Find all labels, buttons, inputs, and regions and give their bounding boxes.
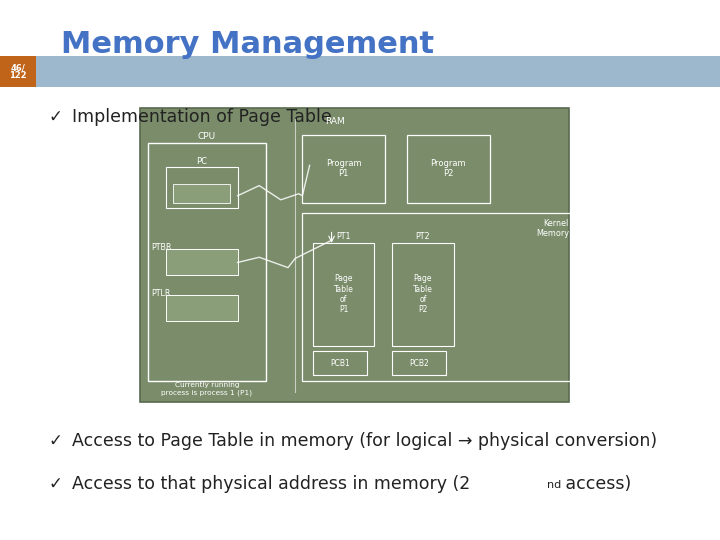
- Text: Program
P2: Program P2: [431, 159, 466, 178]
- Text: PT1: PT1: [336, 232, 351, 241]
- Text: Access to that physical address in memory (2: Access to that physical address in memor…: [72, 475, 470, 493]
- Text: CPU: CPU: [198, 132, 216, 141]
- FancyBboxPatch shape: [0, 56, 720, 87]
- Text: PC: PC: [196, 158, 207, 166]
- Text: PT2: PT2: [415, 232, 431, 241]
- Text: Kernel
Memory: Kernel Memory: [536, 219, 569, 238]
- Text: PCB1: PCB1: [330, 359, 350, 368]
- Text: access): access): [560, 475, 631, 493]
- Text: PTLR: PTLR: [151, 289, 171, 298]
- Text: PCB2: PCB2: [410, 359, 429, 368]
- Text: Currently running
process is process 1 (P1): Currently running process is process 1 (…: [161, 382, 253, 396]
- Text: PTBR: PTBR: [151, 243, 171, 252]
- Text: ✓: ✓: [49, 108, 63, 126]
- Text: 46/
122: 46/ 122: [9, 63, 27, 80]
- Text: ✓: ✓: [49, 432, 63, 450]
- Text: ✓: ✓: [49, 475, 63, 493]
- FancyBboxPatch shape: [166, 295, 238, 321]
- Text: Access to Page Table in memory (for logical → physical conversion): Access to Page Table in memory (for logi…: [72, 432, 657, 450]
- FancyBboxPatch shape: [140, 108, 569, 402]
- FancyBboxPatch shape: [173, 184, 230, 202]
- Text: Page
Table
of
P1: Page Table of P1: [334, 274, 354, 314]
- Text: Memory Management: Memory Management: [61, 30, 434, 59]
- Text: Page
Table
of
P2: Page Table of P2: [413, 274, 433, 314]
- FancyBboxPatch shape: [0, 56, 36, 87]
- Text: Program
P1: Program P1: [326, 159, 361, 178]
- Text: RAM: RAM: [325, 117, 345, 126]
- Text: Implementation of Page Table: Implementation of Page Table: [72, 108, 332, 126]
- FancyBboxPatch shape: [166, 249, 238, 275]
- Text: nd: nd: [547, 480, 562, 490]
